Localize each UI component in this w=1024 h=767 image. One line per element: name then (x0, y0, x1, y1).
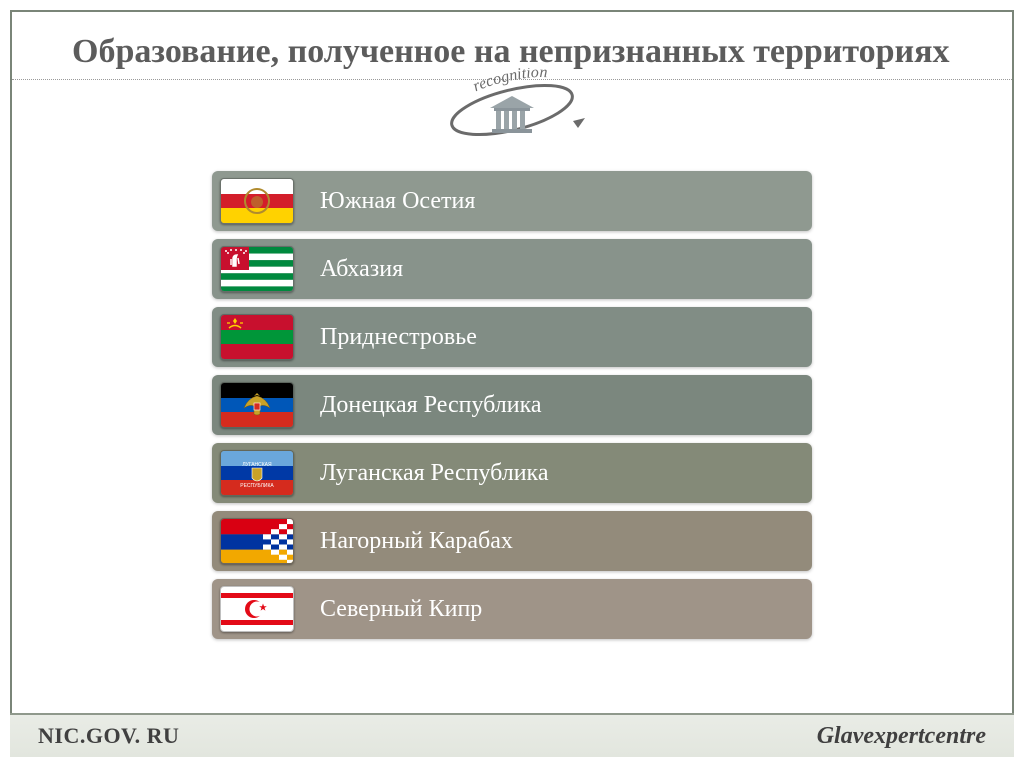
territory-label: Донецкая Республика (302, 392, 812, 419)
flag-container (212, 518, 302, 564)
flag-container (212, 382, 302, 428)
flag-abkhazia (220, 246, 294, 292)
emblem-icon (225, 317, 245, 329)
territory-label: Южная Осетия (302, 188, 812, 215)
territory-label: Абхазия (302, 256, 812, 283)
slide-title: Образование, полученное на непризнанных … (72, 32, 952, 71)
list-item: Северный Кипр (212, 579, 812, 639)
territory-label: Нагорный Карабах (302, 528, 812, 555)
svg-text:ЛУГАНСКАЯ: ЛУГАНСКАЯ (242, 462, 272, 468)
slide-frame: Образование, полученное на непризнанных … (10, 10, 1014, 757)
flag-donetsk (220, 382, 294, 428)
territory-label: Северный Кипр (302, 596, 812, 623)
flag-northern-cyprus (220, 586, 294, 632)
recognition-logo: recognition (12, 68, 1012, 153)
flag-container (212, 246, 302, 292)
crescent-star-icon (242, 598, 272, 620)
list-item: Нагорный Карабах (212, 511, 812, 571)
flag-container (212, 314, 302, 360)
flag-container: ЛУГАНСКАЯ РЕСПУБЛИКА (212, 450, 302, 496)
territory-list: Южная Осетия (212, 171, 812, 639)
territory-label: Луганская Республика (302, 460, 812, 487)
emblem-icon (243, 187, 271, 215)
flag-south-ossetia (220, 178, 294, 224)
territory-label: Приднестровье (302, 324, 812, 351)
flag-container (212, 178, 302, 224)
eagle-icon (240, 390, 274, 420)
list-item: Абхазия (212, 239, 812, 299)
list-item: Южная Осетия (212, 171, 812, 231)
list-item: Приднестровье (212, 307, 812, 367)
emblem-icon: ЛУГАНСКАЯ РЕСПУБЛИКА (234, 458, 280, 488)
footer-left: NIC.GOV. RU (38, 723, 179, 749)
list-item: ЛУГАНСКАЯ РЕСПУБЛИКА Луганская Республик… (212, 443, 812, 503)
header: Образование, полученное на непризнанных … (12, 12, 1012, 71)
svg-text:РЕСПУБЛИКА: РЕСПУБЛИКА (240, 483, 274, 488)
footer: NIC.GOV. RU Glavexpertcentre (10, 713, 1014, 757)
footer-right: Glavexpertcentre (817, 723, 986, 750)
flag-transnistria (220, 314, 294, 360)
flag-artsakh (220, 518, 294, 564)
flag-container (212, 586, 302, 632)
flag-luhansk: ЛУГАНСКАЯ РЕСПУБЛИКА (220, 450, 294, 496)
list-item: Донецкая Республика (212, 375, 812, 435)
